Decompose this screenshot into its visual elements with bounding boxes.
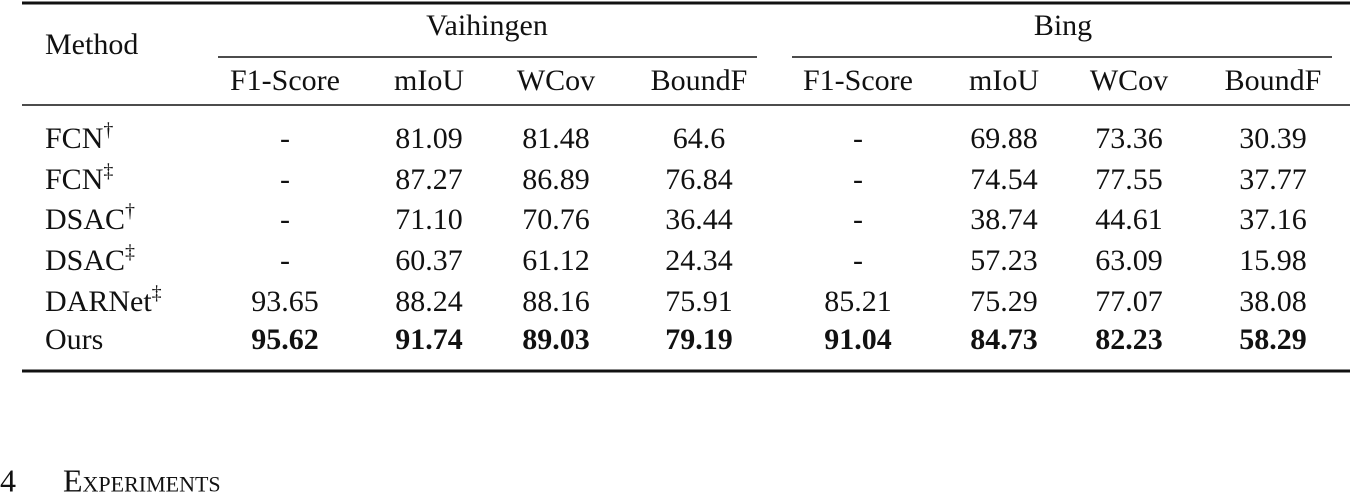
method-text: FCN xyxy=(45,122,103,155)
method-text: DARNet xyxy=(45,285,152,318)
column-header: mIoU xyxy=(394,64,464,97)
cell: - xyxy=(853,122,863,155)
cell: 58.29 xyxy=(1239,323,1307,356)
cell: 77.55 xyxy=(1095,163,1163,196)
cell: 93.65 xyxy=(251,285,319,318)
cell: 77.07 xyxy=(1095,285,1163,318)
cell: 75.91 xyxy=(665,285,733,318)
cell: 88.16 xyxy=(522,285,590,318)
cell: 73.36 xyxy=(1095,122,1163,155)
method-mark: ‡ xyxy=(152,282,162,304)
method-name: DARNet‡ xyxy=(45,282,162,318)
method-name: FCN‡ xyxy=(45,160,113,196)
cell: 63.09 xyxy=(1095,244,1163,277)
section-number: 4 xyxy=(0,462,16,498)
cell: 57.23 xyxy=(970,244,1038,277)
cell: 86.89 xyxy=(522,163,590,196)
cell: 89.03 xyxy=(522,323,590,356)
cell: 91.74 xyxy=(395,323,463,356)
cell: - xyxy=(280,203,290,236)
method-text: DSAC xyxy=(45,203,125,236)
cell: - xyxy=(280,122,290,155)
cell: 91.04 xyxy=(824,323,892,356)
method-text: DSAC xyxy=(45,244,125,277)
column-header: WCov xyxy=(517,64,595,97)
column-header: WCov xyxy=(1090,64,1168,97)
group-header: Bing xyxy=(1034,9,1092,42)
column-header: BoundF xyxy=(1225,64,1322,97)
cell: - xyxy=(280,163,290,196)
column-header: mIoU xyxy=(969,64,1039,97)
cell: 84.73 xyxy=(970,323,1038,356)
cell: - xyxy=(280,244,290,277)
column-header: BoundF xyxy=(651,64,748,97)
cell: 95.62 xyxy=(251,323,319,356)
cell: 69.88 xyxy=(970,122,1038,155)
method-name: DSAC‡ xyxy=(45,241,135,277)
cell: 82.23 xyxy=(1095,323,1163,356)
cell: 24.34 xyxy=(665,244,733,277)
cell: 70.76 xyxy=(522,203,590,236)
method-text: Ours xyxy=(45,323,103,356)
method-mark: † xyxy=(103,119,113,141)
cell: 61.12 xyxy=(522,244,590,277)
cell: - xyxy=(853,244,863,277)
cell: 79.19 xyxy=(665,323,733,356)
method-mark: † xyxy=(125,200,135,222)
group-header: Vaihingen xyxy=(426,9,548,42)
column-header: F1-Score xyxy=(803,64,913,97)
cell: 36.44 xyxy=(665,203,733,236)
cell: 88.24 xyxy=(395,285,463,318)
section-title: Experiments xyxy=(63,462,221,498)
cell: 81.48 xyxy=(522,122,590,155)
cell: 71.10 xyxy=(395,203,463,236)
cell: 44.61 xyxy=(1095,203,1163,236)
column-header: F1-Score xyxy=(230,64,340,97)
cell: 37.16 xyxy=(1239,203,1307,236)
cell: 30.39 xyxy=(1239,122,1307,155)
cell: 15.98 xyxy=(1239,244,1307,277)
method-name: FCN† xyxy=(45,119,113,155)
cell: 81.09 xyxy=(395,122,463,155)
cell: 75.29 xyxy=(970,285,1038,318)
cell: 87.27 xyxy=(395,163,463,196)
cell: 64.6 xyxy=(673,122,726,155)
method-text: FCN xyxy=(45,163,103,196)
cell: 76.84 xyxy=(665,163,733,196)
cell: - xyxy=(853,203,863,236)
cell: 38.08 xyxy=(1239,285,1307,318)
method-header: Method xyxy=(45,28,138,61)
cell: 60.37 xyxy=(395,244,463,277)
method-name: DSAC† xyxy=(45,200,135,236)
cell: - xyxy=(853,163,863,196)
cell: 74.54 xyxy=(970,163,1038,196)
method-mark: ‡ xyxy=(103,160,113,182)
cell: 38.74 xyxy=(970,203,1038,236)
cell: 85.21 xyxy=(824,285,892,318)
cell: 37.77 xyxy=(1239,163,1307,196)
method-mark: ‡ xyxy=(125,241,135,263)
method-name: Ours xyxy=(45,323,103,356)
